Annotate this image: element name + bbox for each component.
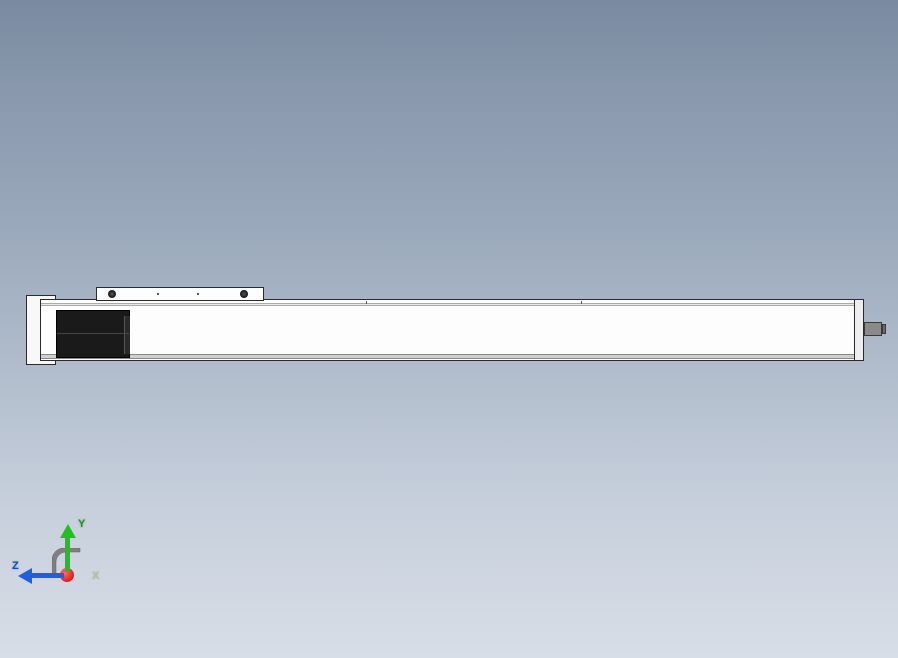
- carriage-center-mark: [197, 293, 199, 295]
- coordinate-triad[interactable]: Y Z X: [24, 518, 104, 598]
- y-axis-stem: [65, 536, 70, 572]
- rail-tick: [366, 301, 367, 304]
- end-cap-right: [854, 299, 864, 361]
- z-axis-stem: [30, 573, 64, 578]
- x-axis-label: X: [92, 570, 99, 582]
- rail-top-groove: [41, 303, 859, 306]
- motor-block: [56, 310, 130, 358]
- shaft-tip: [882, 324, 886, 334]
- y-axis-label: Y: [78, 518, 85, 530]
- motor-block-line: [57, 333, 129, 334]
- carriage-center-mark: [157, 293, 159, 295]
- rail-lower-groove: [41, 354, 859, 359]
- y-axis-arrowhead: [60, 524, 76, 538]
- rail-body: [40, 299, 860, 361]
- z-axis-label: Z: [12, 560, 19, 572]
- rail-tick: [581, 301, 582, 304]
- carriage-hole-left: [108, 290, 116, 298]
- cad-viewport[interactable]: Y Z X: [0, 0, 898, 658]
- carriage-plate: [96, 287, 264, 301]
- output-shaft: [864, 322, 882, 336]
- motor-block-notch: [124, 316, 130, 354]
- z-axis-arrowhead: [18, 568, 32, 584]
- carriage-hole-right: [240, 290, 248, 298]
